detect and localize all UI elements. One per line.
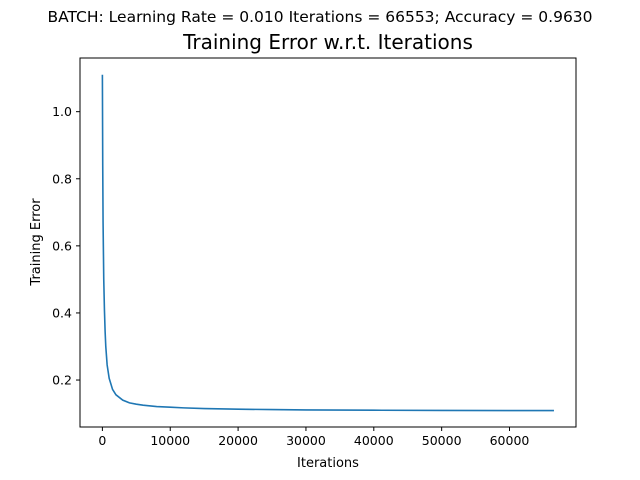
axes-frame	[79, 57, 577, 428]
x-tick-label: 50000	[422, 433, 462, 448]
figure-suptitle: BATCH: Learning Rate = 0.010 Iterations …	[47, 8, 592, 26]
y-tick-label: 0.6	[52, 238, 72, 253]
x-axis-label: Iterations	[297, 456, 359, 471]
x-tick-label: 60000	[490, 433, 530, 448]
x-tick-label: 30000	[286, 433, 326, 448]
y-axis-ticks: 0.2 0.4 0.6 0.8 1.0	[52, 104, 80, 388]
series-line	[101, 74, 554, 412]
y-tick-label: 1.0	[52, 104, 72, 119]
plot-area: 0 10000 20000 30000 40000 50000 60000 0.20.40.…	[52, 57, 577, 448]
x-tick-label: 0	[98, 433, 106, 448]
y-tick-label: 0.8	[52, 171, 72, 186]
y-tick-label: 0.4	[52, 305, 72, 320]
y-axis-label: Training Error	[29, 198, 44, 287]
x-axis-ticks: 0 10000 20000 30000 40000 50000 60000	[98, 427, 529, 448]
y-tick-label: 0.2	[52, 373, 72, 388]
x-tick-label: 20000	[218, 433, 258, 448]
x-tick-label: 10000	[150, 433, 190, 448]
x-tick-label: 40000	[354, 433, 394, 448]
chart-title: Training Error w.r.t. Iterations	[182, 30, 473, 54]
